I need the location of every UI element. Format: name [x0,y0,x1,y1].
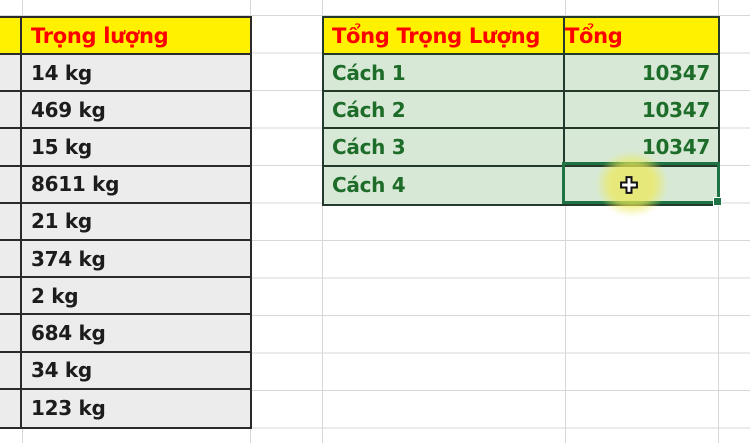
weight-table-edge-cell[interactable] [0,55,22,91]
method-cell[interactable]: Cách 4 [324,166,565,204]
weight-table: Trọng lượng 14 kg 469 kg 15 kg 8611 kg 2… [0,16,252,429]
total-table-header-row: Tổng Trọng Lượng Tổng [324,18,718,55]
weight-table-row: 2 kg [0,278,250,316]
total-table-body: Cách 1 10347 Cách 2 10347 Cách 3 10347 C… [324,55,718,204]
total-table-method-header-cell[interactable]: Tổng Trọng Lượng [324,18,565,53]
weight-table-row: 14 kg [0,55,250,93]
method-cell[interactable]: Cách 3 [324,129,565,165]
total-table-row: Cách 1 10347 [324,55,718,93]
weight-cell[interactable]: 15 kg [22,129,250,165]
active-cell-selection-border [562,162,722,206]
weight-cell[interactable]: 2 kg [22,278,250,314]
weight-table-edge-cell[interactable] [0,315,22,351]
weight-table-row: 469 kg [0,92,250,130]
weight-table-row: 8611 kg [0,166,250,204]
weight-table-corner-cell[interactable] [0,18,22,53]
weight-table-edge-cell[interactable] [0,166,22,202]
sheet-column-gridline [718,0,719,443]
total-table-row: Cách 2 10347 [324,92,718,130]
fill-handle[interactable] [713,197,722,206]
weight-table-edge-cell[interactable] [0,92,22,128]
weight-table-edge-cell[interactable] [0,352,22,388]
weight-table-header-cell[interactable]: Trọng lượng [22,18,250,53]
total-table-row: Cách 3 10347 [324,129,718,167]
excel-cell-cursor-icon [620,176,638,194]
weight-table-row: 21 kg [0,203,250,241]
weight-table-edge-cell[interactable] [0,389,22,427]
weight-table-row: 374 kg [0,240,250,279]
weight-table-row: 34 kg [0,352,250,390]
weight-table-header-row: Trọng lượng [0,18,250,55]
method-cell[interactable]: Cách 1 [324,55,565,91]
weight-cell[interactable]: 684 kg [22,315,250,351]
weight-table-row: 15 kg [0,129,250,167]
weight-table-row: 684 kg [0,315,250,353]
total-value-cell[interactable]: 10347 [565,55,718,91]
weight-table-edge-cell[interactable] [0,240,22,277]
total-value-cell[interactable]: 10347 [565,92,718,128]
total-weight-table: Tổng Trọng Lượng Tổng Cách 1 10347 Cách … [322,16,720,206]
weight-table-row: 123 kg [0,389,250,427]
total-value-cell[interactable]: 10347 [565,129,718,165]
weight-table-edge-cell[interactable] [0,278,22,314]
sheet-column-gridline [322,0,323,443]
weight-cell[interactable]: 374 kg [22,240,250,277]
weight-cell[interactable]: 8611 kg [22,166,250,202]
method-cell[interactable]: Cách 2 [324,92,565,128]
weight-cell[interactable]: 21 kg [22,203,250,239]
weight-cell[interactable]: 34 kg [22,352,250,388]
total-table-total-header-cell[interactable]: Tổng [565,18,718,53]
weight-cell[interactable]: 469 kg [22,92,250,128]
sheet-column-gridline [565,0,566,443]
total-table-row: Cách 4 [324,166,718,204]
weight-cell[interactable]: 123 kg [22,389,250,427]
weight-table-body: 14 kg 469 kg 15 kg 8611 kg 21 kg 374 kg … [0,55,250,427]
weight-cell[interactable]: 14 kg [22,55,250,91]
weight-table-edge-cell[interactable] [0,129,22,165]
weight-table-edge-cell[interactable] [0,203,22,239]
